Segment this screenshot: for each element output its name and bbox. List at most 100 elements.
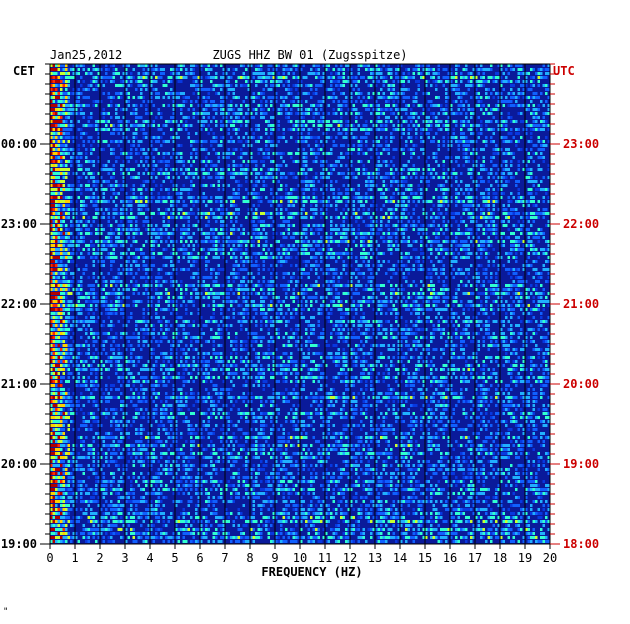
heatmap-cell bbox=[517, 212, 520, 215]
heatmap-cell bbox=[390, 68, 393, 71]
heatmap-cell bbox=[540, 228, 543, 231]
heatmap-cell bbox=[322, 76, 325, 79]
heatmap-cell bbox=[177, 80, 180, 83]
heatmap-cell bbox=[67, 148, 70, 151]
heatmap-cell bbox=[315, 244, 318, 247]
heatmap-cell bbox=[390, 108, 393, 111]
heatmap-cell bbox=[220, 220, 223, 223]
heatmap-cell bbox=[372, 140, 375, 143]
heatmap-cell bbox=[207, 92, 210, 95]
heatmap-cell bbox=[245, 120, 248, 123]
heatmap-cell bbox=[247, 164, 250, 167]
heatmap-cell bbox=[300, 112, 303, 115]
heatmap-cell bbox=[527, 232, 530, 235]
heatmap-cell bbox=[122, 216, 125, 219]
heatmap-cell bbox=[67, 80, 70, 83]
heatmap-cell bbox=[492, 188, 495, 191]
heatmap-cell bbox=[95, 84, 98, 87]
heatmap-cell bbox=[267, 124, 270, 127]
heatmap-cell bbox=[232, 72, 235, 75]
heatmap-cell bbox=[442, 196, 445, 199]
heatmap-cell bbox=[530, 224, 533, 227]
heatmap-cell bbox=[135, 124, 138, 127]
heatmap-cell bbox=[115, 196, 118, 199]
heatmap-cell bbox=[510, 232, 513, 235]
heatmap-cell bbox=[52, 88, 55, 91]
heatmap-cell bbox=[205, 120, 208, 123]
heatmap-cell bbox=[317, 100, 320, 103]
heatmap-cell bbox=[70, 92, 73, 95]
heatmap-cell bbox=[500, 120, 503, 123]
heatmap-cell bbox=[100, 168, 103, 171]
heatmap-cell bbox=[242, 168, 245, 171]
heatmap-cell bbox=[525, 176, 528, 179]
heatmap-cell bbox=[517, 240, 520, 243]
heatmap-cell bbox=[345, 188, 348, 191]
heatmap-cell bbox=[470, 232, 473, 235]
heatmap-cell bbox=[72, 152, 75, 155]
heatmap-cell bbox=[517, 188, 520, 191]
heatmap-cell bbox=[247, 108, 250, 111]
heatmap-cell bbox=[70, 188, 73, 191]
heatmap-cell bbox=[357, 192, 360, 195]
heatmap-cell bbox=[52, 132, 55, 135]
heatmap-cell bbox=[160, 240, 163, 243]
heatmap-cell bbox=[372, 172, 375, 175]
heatmap-cell bbox=[265, 76, 268, 79]
heatmap-cell bbox=[107, 180, 110, 183]
heatmap-cell bbox=[60, 84, 63, 87]
heatmap-cell bbox=[172, 128, 175, 131]
heatmap-cell bbox=[270, 244, 273, 247]
heatmap-cell bbox=[460, 104, 463, 107]
heatmap-cell bbox=[532, 180, 535, 183]
heatmap-cell bbox=[115, 192, 118, 195]
heatmap-cell bbox=[340, 116, 343, 119]
heatmap-cell bbox=[402, 92, 405, 95]
heatmap-cell bbox=[370, 204, 373, 207]
heatmap-cell bbox=[332, 192, 335, 195]
heatmap-cell bbox=[452, 240, 455, 243]
heatmap-cell bbox=[150, 152, 153, 155]
heatmap-cell bbox=[150, 192, 153, 195]
heatmap-cell bbox=[310, 152, 313, 155]
heatmap-cell bbox=[445, 224, 448, 227]
heatmap-cell bbox=[297, 112, 300, 115]
heatmap-cell bbox=[242, 228, 245, 231]
heatmap-cell bbox=[137, 124, 140, 127]
heatmap-cell bbox=[250, 116, 253, 119]
heatmap-cell bbox=[437, 96, 440, 99]
heatmap-cell bbox=[90, 200, 93, 203]
heatmap-cell bbox=[132, 108, 135, 111]
heatmap-cell bbox=[390, 132, 393, 135]
heatmap-cell bbox=[112, 72, 115, 75]
heatmap-cell bbox=[537, 212, 540, 215]
heatmap-cell bbox=[50, 228, 53, 231]
heatmap-cell bbox=[145, 228, 148, 231]
heatmap-cell bbox=[270, 84, 273, 87]
heatmap-cell bbox=[270, 100, 273, 103]
heatmap-cell bbox=[432, 212, 435, 215]
heatmap-cell bbox=[320, 80, 323, 83]
heatmap-cell bbox=[532, 244, 535, 247]
heatmap-cell bbox=[372, 124, 375, 127]
heatmap-cell bbox=[142, 128, 145, 131]
heatmap-cell bbox=[340, 240, 343, 243]
heatmap-cell bbox=[392, 92, 395, 95]
heatmap-cell bbox=[377, 120, 380, 123]
heatmap-cell bbox=[55, 96, 58, 99]
heatmap-cell bbox=[450, 84, 453, 87]
heatmap-cell bbox=[245, 196, 248, 199]
heatmap-cell bbox=[222, 152, 225, 155]
heatmap-cell bbox=[345, 240, 348, 243]
heatmap-cell bbox=[187, 96, 190, 99]
heatmap-cell bbox=[50, 132, 53, 135]
heatmap-cell bbox=[427, 72, 430, 75]
heatmap-cell bbox=[170, 80, 173, 83]
heatmap-cell bbox=[377, 172, 380, 175]
heatmap-cell bbox=[260, 116, 263, 119]
heatmap-cell bbox=[327, 136, 330, 139]
heatmap-cell bbox=[102, 180, 105, 183]
heatmap-cell bbox=[305, 200, 308, 203]
heatmap-cell bbox=[222, 220, 225, 223]
heatmap-cell bbox=[215, 92, 218, 95]
